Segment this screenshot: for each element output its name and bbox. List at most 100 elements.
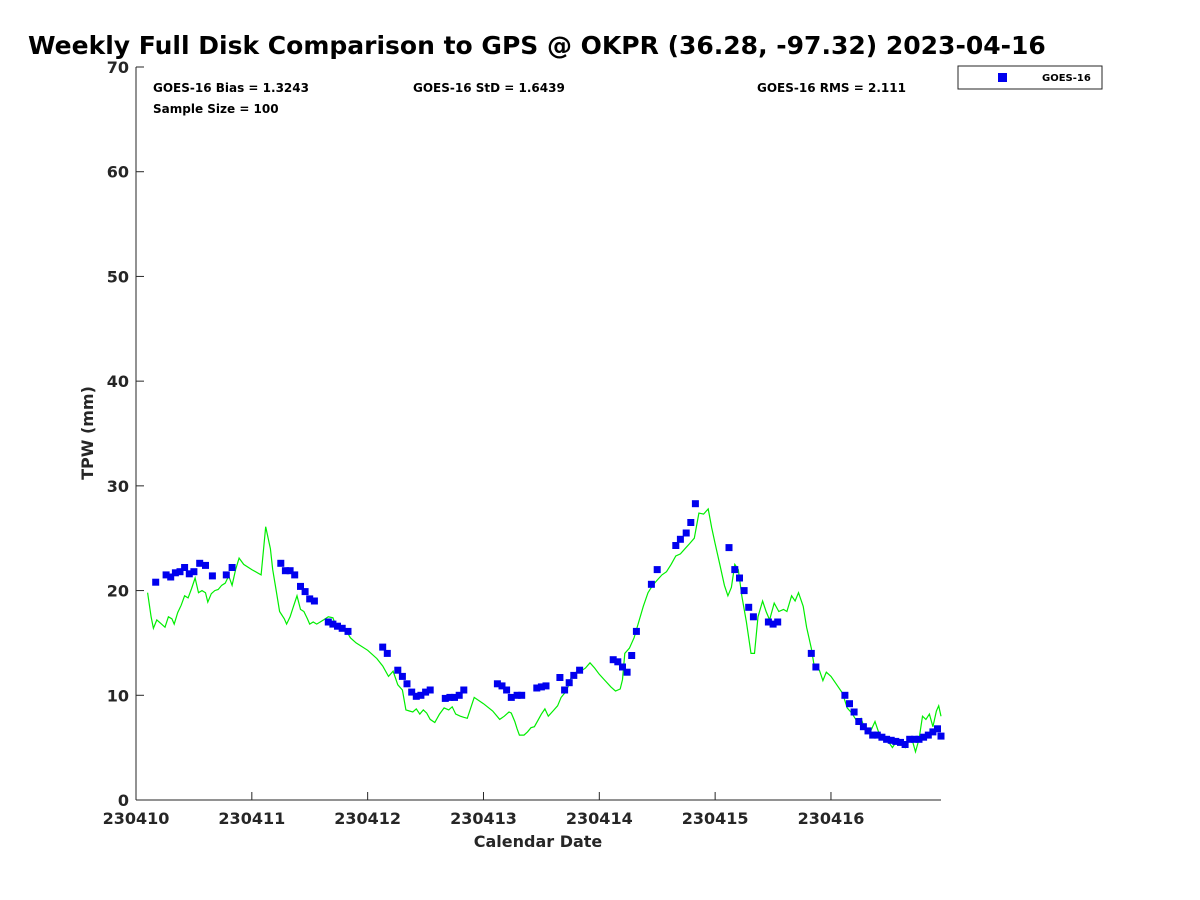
goes-16-point [422,688,430,696]
goes-16-point [883,735,891,743]
goes-16-point [455,691,463,699]
x-tick-label: 230413 [450,809,517,828]
goes-16-point [426,686,434,694]
goes-16-point [324,618,332,626]
goes-16-point [906,735,914,743]
goes-16-point [745,603,753,611]
goes-16-point [873,731,881,739]
goes-16-point [924,731,932,739]
goes-16-point [383,649,391,657]
x-tick-label: 230410 [103,809,170,828]
goes-16-point [334,622,341,630]
std-stat: GOES-16 StD = 1.6439 [413,81,565,95]
goes-16-point [725,544,733,552]
goes-16-point [901,741,909,748]
legend-marker [998,73,1007,82]
goes-16-point [691,500,699,508]
y-tick-label: 50 [107,267,129,286]
goes-16-point [623,668,631,676]
goes-16-point [672,542,680,549]
goes-16-point [202,561,209,569]
goes-16-point [619,663,626,671]
goes-16-point [687,519,695,526]
goes-16-point [609,656,617,664]
sample-size-stat: Sample Size = 100 [153,102,279,116]
goes-16-point [937,732,945,740]
goes-16-point [731,566,739,574]
x-tick-label: 230412 [334,809,401,828]
y-tick-label: 40 [107,372,129,391]
goes-16-point [181,564,189,571]
goes-16-point [682,529,690,537]
goes-16-point [556,674,564,681]
goes-16-point [310,597,318,605]
goes-16-point [676,535,684,543]
goes-16-point [344,627,352,635]
x-ticks: 230410 230411 230412 230413 230414 230415 2304… [103,792,865,828]
goes-16-point [774,618,782,626]
x-tick-label: 230411 [218,809,285,828]
goes-16-point [628,652,636,659]
goes-16-point [570,671,578,679]
x-tick-label: 230414 [566,809,633,828]
rms-stat: GOES-16 RMS = 2.111 [757,81,906,95]
goes-16-point [162,571,170,579]
goes-16-point [892,737,900,745]
goes-16-point [460,686,468,694]
goes-16-point [417,691,425,699]
goes-16-point [291,571,299,579]
legend-box [957,65,1103,90]
chart-title: Weekly Full Disk Comparison to GPS @ OKP… [28,31,1046,60]
goes-16-point [576,666,584,674]
x-axis-label: Calendar Date [474,832,603,851]
goes-16-point [329,620,337,628]
goes-16-point [493,680,501,688]
goes-16-point [542,682,550,690]
goes-16-point [537,683,545,691]
goes-16-point [507,693,515,701]
goes-16-point [498,682,506,690]
goes-16-point [513,691,521,699]
goes-16-point [518,691,526,699]
goes-16-point [841,691,849,699]
goes-16-point [185,570,193,578]
goes-16-point [171,569,179,577]
goes-16-point [398,672,406,680]
goes-16-point [864,727,872,735]
goes-16-point [277,559,285,567]
goes-16-point [190,568,198,576]
goes-16-point [167,573,175,581]
goes-16-point [869,731,877,739]
goes-16-point [208,572,216,580]
goes-16-point [807,649,815,657]
y-tick-label: 30 [107,477,129,496]
goes-16-point [740,587,748,595]
goes-16-point [441,694,449,702]
x-tick-label: 230416 [798,809,865,828]
gps-line [147,507,942,755]
goes-16-point [934,725,941,733]
goes-16-point [297,582,304,590]
goes-16-point [408,688,416,696]
goes-16-point [533,684,541,692]
goes-16-point [394,666,402,674]
goes-16-point [306,595,314,603]
goes-16-point [855,718,863,725]
goes-16-point [736,574,743,582]
goes-16-point [503,686,511,694]
goes-16-point [769,620,777,628]
legend: GOES-16 [957,65,1103,90]
bias-stat: GOES-16 Bias = 1.3243 [153,81,309,95]
goes-16-point [887,736,895,744]
goes-16-point [812,663,820,671]
goes-16-point [196,559,204,567]
goes-16-point [647,580,655,588]
y-tick-label: 60 [107,163,129,182]
goes-16-point [897,738,904,746]
y-tick-label: 20 [107,582,129,601]
y-tick-label: 0 [118,791,129,810]
plot-area [147,500,945,755]
goes-16-point [301,588,309,596]
goes-16-point [614,658,622,666]
